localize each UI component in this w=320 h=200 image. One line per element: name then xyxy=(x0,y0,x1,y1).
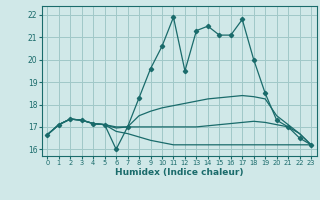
X-axis label: Humidex (Indice chaleur): Humidex (Indice chaleur) xyxy=(115,168,244,177)
